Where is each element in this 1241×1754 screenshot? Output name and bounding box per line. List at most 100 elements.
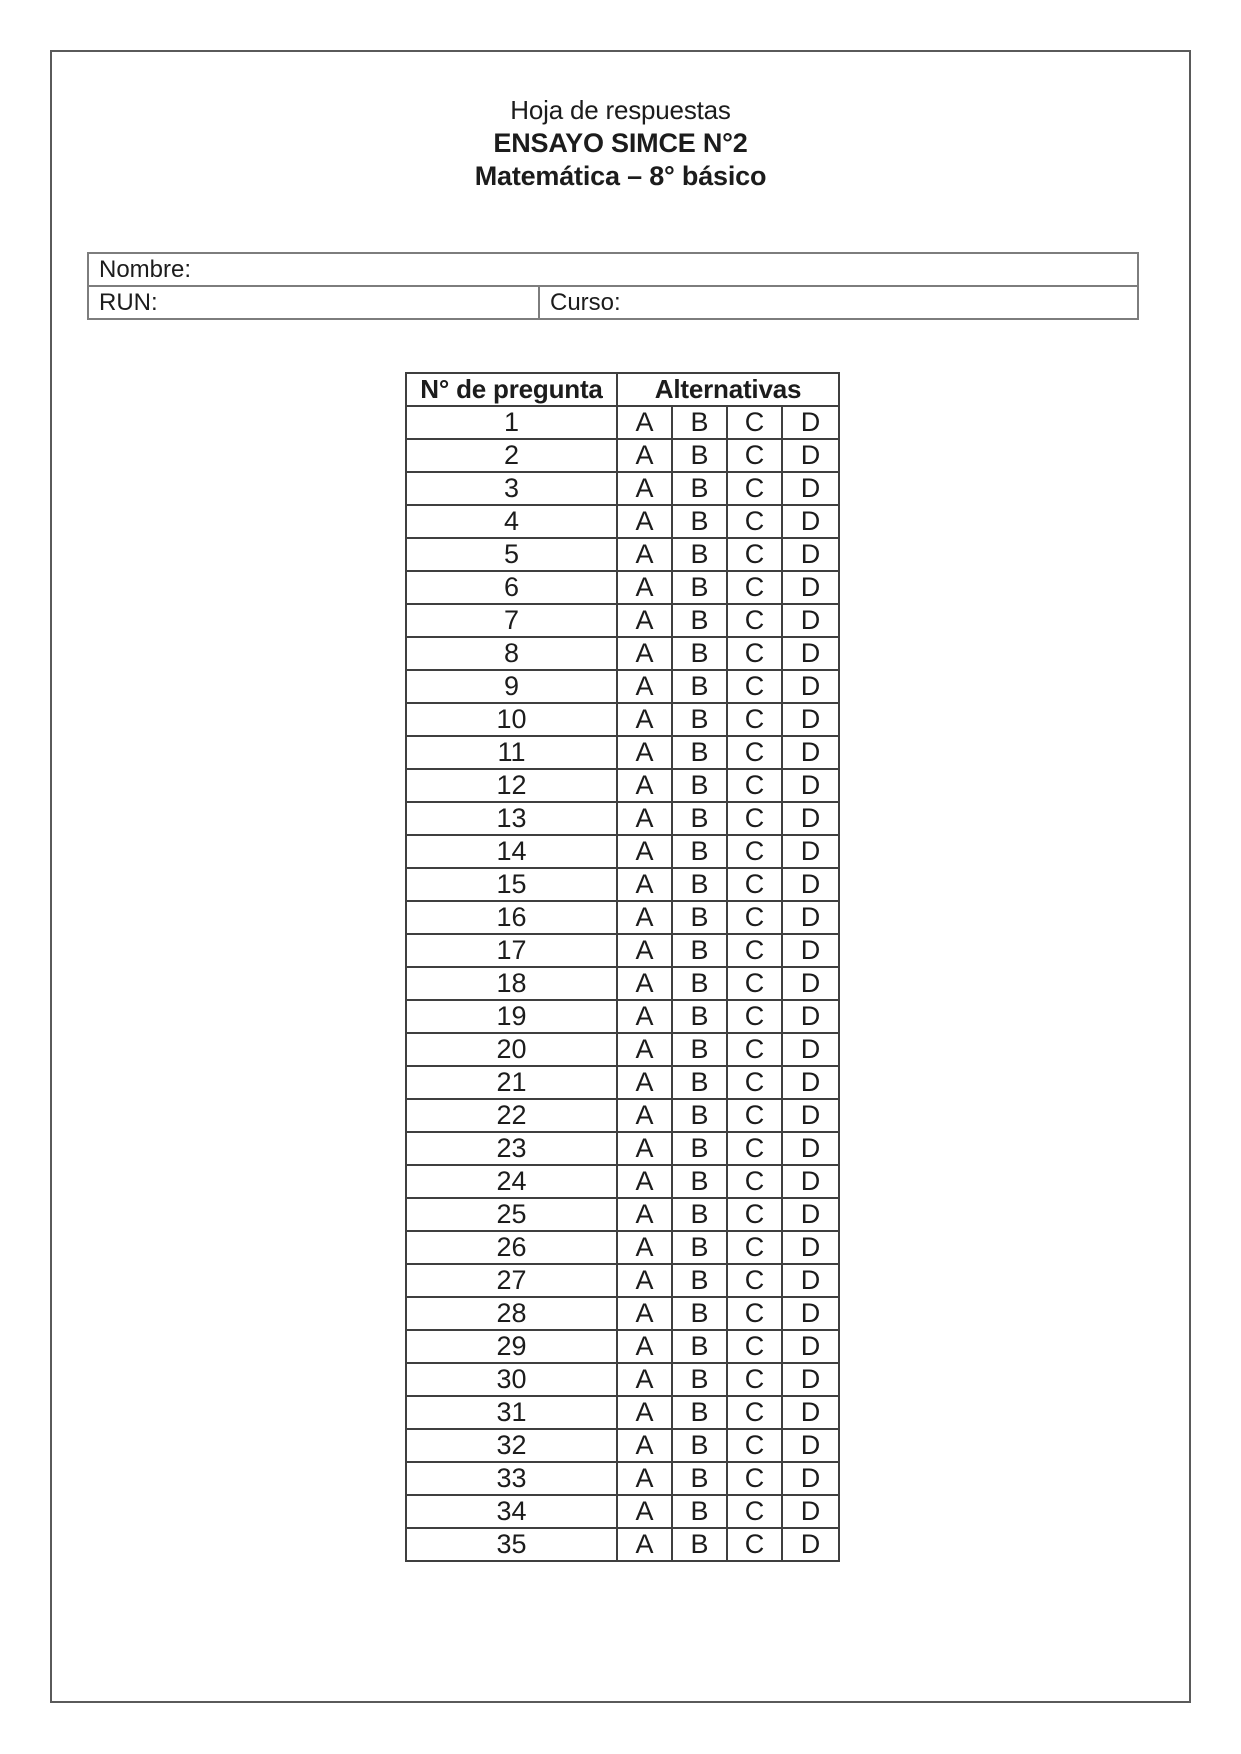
alternative-option-c[interactable]: C <box>726 1164 783 1199</box>
alternative-option-d[interactable]: D <box>780 537 841 572</box>
alternative-option-d[interactable]: D <box>780 702 841 737</box>
alternative-option-d[interactable]: D <box>780 570 841 605</box>
alternative-option-c[interactable]: C <box>726 1296 783 1331</box>
alternative-option-d[interactable]: D <box>780 1395 841 1430</box>
alternative-option-c[interactable]: C <box>726 1230 783 1265</box>
alternative-option-b[interactable]: B <box>671 867 728 902</box>
alternative-option-d[interactable]: D <box>780 1329 841 1364</box>
alternative-option-c[interactable]: C <box>726 504 783 539</box>
alternative-option-a[interactable]: A <box>616 801 673 836</box>
alternative-option-b[interactable]: B <box>671 1098 728 1133</box>
alternative-option-c[interactable]: C <box>726 933 783 968</box>
alternative-option-d[interactable]: D <box>780 966 841 1001</box>
alternative-option-a[interactable]: A <box>616 1230 673 1265</box>
alternative-option-d[interactable]: D <box>780 504 841 539</box>
alternative-option-b[interactable]: B <box>671 438 728 473</box>
alternative-option-d[interactable]: D <box>780 603 841 638</box>
alternative-option-c[interactable]: C <box>726 1362 783 1397</box>
alternative-option-d[interactable]: D <box>780 768 841 803</box>
alternative-option-b[interactable]: B <box>671 1362 728 1397</box>
alternative-option-c[interactable]: C <box>726 867 783 902</box>
alternative-option-d[interactable]: D <box>780 405 841 440</box>
alternative-option-a[interactable]: A <box>616 1527 673 1562</box>
alternative-option-a[interactable]: A <box>616 834 673 869</box>
alternative-option-b[interactable]: B <box>671 834 728 869</box>
alternative-option-a[interactable]: A <box>616 1461 673 1496</box>
alternative-option-a[interactable]: A <box>616 999 673 1034</box>
alternative-option-d[interactable]: D <box>780 1263 841 1298</box>
alternative-option-b[interactable]: B <box>671 801 728 836</box>
alternative-option-c[interactable]: C <box>726 735 783 770</box>
alternative-option-b[interactable]: B <box>671 669 728 704</box>
alternative-option-d[interactable]: D <box>780 1461 841 1496</box>
alternative-option-b[interactable]: B <box>671 1164 728 1199</box>
alternative-option-b[interactable]: B <box>671 1527 728 1562</box>
alternative-option-b[interactable]: B <box>671 966 728 1001</box>
alternative-option-c[interactable]: C <box>726 570 783 605</box>
alternative-option-d[interactable]: D <box>780 801 841 836</box>
alternative-option-b[interactable]: B <box>671 768 728 803</box>
alternative-option-a[interactable]: A <box>616 933 673 968</box>
alternative-option-a[interactable]: A <box>616 504 673 539</box>
alternative-option-c[interactable]: C <box>726 1263 783 1298</box>
nombre-field[interactable]: Nombre: <box>87 252 1139 287</box>
alternative-option-d[interactable]: D <box>780 1362 841 1397</box>
alternative-option-a[interactable]: A <box>616 1131 673 1166</box>
alternative-option-b[interactable]: B <box>671 900 728 935</box>
alternative-option-d[interactable]: D <box>780 669 841 704</box>
alternative-option-c[interactable]: C <box>726 1494 783 1529</box>
alternative-option-a[interactable]: A <box>616 471 673 506</box>
alternative-option-b[interactable]: B <box>671 1197 728 1232</box>
alternative-option-a[interactable]: A <box>616 636 673 671</box>
alternative-option-d[interactable]: D <box>780 1230 841 1265</box>
alternative-option-c[interactable]: C <box>726 669 783 704</box>
alternative-option-b[interactable]: B <box>671 537 728 572</box>
alternative-option-b[interactable]: B <box>671 933 728 968</box>
alternative-option-c[interactable]: C <box>726 1032 783 1067</box>
alternative-option-d[interactable]: D <box>780 471 841 506</box>
alternative-option-d[interactable]: D <box>780 1098 841 1133</box>
alternative-option-a[interactable]: A <box>616 1197 673 1232</box>
alternative-option-d[interactable]: D <box>780 636 841 671</box>
alternative-option-a[interactable]: A <box>616 603 673 638</box>
alternative-option-d[interactable]: D <box>780 900 841 935</box>
alternative-option-a[interactable]: A <box>616 1494 673 1529</box>
alternative-option-c[interactable]: C <box>726 636 783 671</box>
alternative-option-a[interactable]: A <box>616 1362 673 1397</box>
alternative-option-a[interactable]: A <box>616 438 673 473</box>
alternative-option-c[interactable]: C <box>726 1395 783 1430</box>
alternative-option-b[interactable]: B <box>671 1131 728 1166</box>
alternative-option-c[interactable]: C <box>726 702 783 737</box>
alternative-option-c[interactable]: C <box>726 1131 783 1166</box>
alternative-option-c[interactable]: C <box>726 900 783 935</box>
alternative-option-c[interactable]: C <box>726 768 783 803</box>
alternative-option-c[interactable]: C <box>726 1197 783 1232</box>
alternative-option-c[interactable]: C <box>726 438 783 473</box>
alternative-option-a[interactable]: A <box>616 768 673 803</box>
alternative-option-b[interactable]: B <box>671 702 728 737</box>
alternative-option-a[interactable]: A <box>616 867 673 902</box>
alternative-option-d[interactable]: D <box>780 834 841 869</box>
alternative-option-b[interactable]: B <box>671 735 728 770</box>
alternative-option-d[interactable]: D <box>780 735 841 770</box>
alternative-option-a[interactable]: A <box>616 735 673 770</box>
alternative-option-b[interactable]: B <box>671 471 728 506</box>
alternative-option-b[interactable]: B <box>671 1296 728 1331</box>
alternative-option-c[interactable]: C <box>726 1461 783 1496</box>
alternative-option-a[interactable]: A <box>616 900 673 935</box>
alternative-option-a[interactable]: A <box>616 537 673 572</box>
alternative-option-a[interactable]: A <box>616 1065 673 1100</box>
alternative-option-d[interactable]: D <box>780 867 841 902</box>
alternative-option-d[interactable]: D <box>780 1494 841 1529</box>
alternative-option-a[interactable]: A <box>616 1428 673 1463</box>
alternative-option-a[interactable]: A <box>616 1032 673 1067</box>
alternative-option-d[interactable]: D <box>780 1065 841 1100</box>
alternative-option-b[interactable]: B <box>671 1032 728 1067</box>
alternative-option-d[interactable]: D <box>780 1164 841 1199</box>
alternative-option-b[interactable]: B <box>671 570 728 605</box>
alternative-option-d[interactable]: D <box>780 1197 841 1232</box>
run-field[interactable]: RUN: <box>87 285 540 320</box>
alternative-option-c[interactable]: C <box>726 405 783 440</box>
alternative-option-d[interactable]: D <box>780 1131 841 1166</box>
alternative-option-a[interactable]: A <box>616 1329 673 1364</box>
